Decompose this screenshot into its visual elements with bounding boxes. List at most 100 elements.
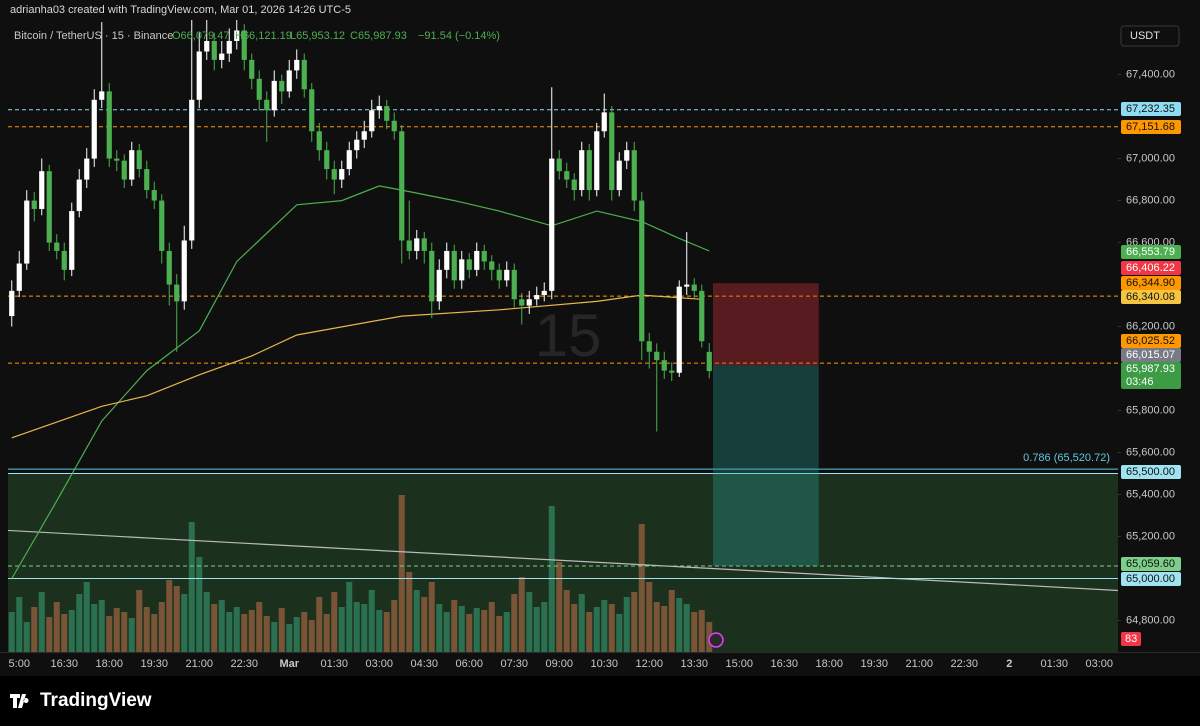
- volume-bar: [121, 612, 128, 652]
- price-label: 66,344.90: [1126, 277, 1175, 289]
- candle-body: [594, 131, 600, 191]
- candle-body: [384, 106, 390, 121]
- volume-bar: [556, 562, 563, 652]
- volume-bar: [488, 602, 495, 652]
- price-label-box: [1121, 261, 1181, 275]
- volume-bar: [158, 602, 165, 652]
- x-tick-label: 01:30: [320, 658, 348, 670]
- candle-body: [639, 200, 645, 342]
- price-label: 65,000.00: [1126, 573, 1175, 585]
- candle-body: [9, 290, 15, 317]
- candle-body: [586, 150, 592, 191]
- x-tick-label: 15:00: [725, 658, 753, 670]
- candle-body: [406, 240, 412, 251]
- candle-body: [691, 284, 697, 291]
- candle-body: [609, 112, 615, 191]
- x-tick-label: 01:30: [1040, 658, 1068, 670]
- volume-bar: [541, 602, 548, 652]
- ohlc-value: O66,079.47: [172, 30, 230, 42]
- volume-bar: [323, 614, 330, 652]
- volume-bar: [271, 622, 278, 652]
- volume-bar: [578, 594, 585, 652]
- volume-bar: [83, 582, 90, 652]
- volume-bar: [368, 590, 375, 652]
- candle-body: [226, 40, 232, 54]
- candle-body: [571, 179, 577, 191]
- candle-body: [504, 269, 510, 281]
- candle-body: [31, 200, 37, 209]
- candle-body: [54, 242, 60, 251]
- volume-bar: [91, 604, 98, 652]
- candle-body: [654, 351, 660, 361]
- candle-body: [106, 91, 112, 159]
- currency-button[interactable]: [1120, 25, 1180, 47]
- candle-body: [69, 211, 75, 270]
- candle-body: [256, 78, 262, 100]
- candle-body: [669, 370, 675, 373]
- x-tick-label: 21:00: [905, 658, 933, 670]
- volume-bar: [481, 610, 488, 652]
- volume-bar: [601, 600, 608, 652]
- volume-bar: [436, 604, 443, 652]
- volume-bar: [511, 594, 518, 652]
- candle-body: [91, 99, 97, 159]
- candle-body: [706, 351, 712, 372]
- x-tick-label: Mar: [279, 658, 299, 670]
- candle-body: [181, 240, 187, 302]
- x-tick-label: 12:00: [635, 658, 663, 670]
- plot-area: 15 0.786 (65,520.72): [8, 20, 1118, 652]
- y-tick-label: 65,400.00: [1126, 488, 1175, 500]
- candle-body: [166, 250, 172, 285]
- candle-body: [174, 284, 180, 302]
- candle-body: [196, 51, 202, 100]
- candle-body: [361, 131, 367, 140]
- candle-body: [339, 169, 345, 180]
- volume-bar: [668, 590, 675, 652]
- volume-bar: [638, 524, 645, 652]
- volume-bar: [68, 610, 75, 652]
- alert-icon: [708, 632, 724, 648]
- candle-body: [549, 158, 555, 291]
- candle-body: [84, 158, 90, 180]
- volume-bar: [301, 612, 308, 652]
- volume-bar: [53, 602, 60, 652]
- x-tick-label: 19:30: [860, 658, 888, 670]
- x-tick-label: 2: [1006, 658, 1012, 670]
- moving-average: [11, 185, 710, 579]
- volume-bar: [136, 590, 143, 652]
- x-tick-label: 22:30: [950, 658, 978, 670]
- volume-bar: [676, 598, 683, 652]
- candle-body: [204, 40, 210, 52]
- volume-bar: [226, 612, 233, 652]
- trendline: [8, 529, 1118, 592]
- candle-body: [346, 150, 352, 170]
- x-tick-label: 04:30: [410, 658, 438, 670]
- candle-body: [271, 80, 277, 111]
- volume-bar: [31, 607, 38, 652]
- x-tick-label: 18:00: [815, 658, 843, 670]
- candle-body: [496, 269, 502, 281]
- volume-bar: [61, 614, 68, 652]
- candle-body: [451, 250, 457, 281]
- volume-bar: [413, 590, 420, 652]
- volume-bar: [466, 614, 473, 652]
- volume-bar: [646, 582, 653, 652]
- y-tick-label: 66,200.00: [1126, 320, 1175, 332]
- interval-watermark: 15: [535, 302, 602, 369]
- candle-body: [601, 112, 607, 132]
- currency[interactable]: USDT: [1130, 30, 1160, 42]
- candle-body: [646, 341, 652, 352]
- candle-body: [159, 200, 165, 251]
- footer: [0, 676, 1200, 726]
- candle-body: [61, 250, 67, 270]
- y-tick-label: 64,800.00: [1126, 614, 1175, 626]
- volume-bar: [346, 582, 353, 652]
- candle-body: [324, 150, 330, 170]
- x-tick-label: 16:30: [770, 658, 798, 670]
- candle-body: [316, 131, 322, 151]
- candle-body: [309, 89, 315, 132]
- volume-bar: [16, 597, 23, 652]
- candle-body: [151, 190, 157, 201]
- candle-body: [399, 131, 405, 241]
